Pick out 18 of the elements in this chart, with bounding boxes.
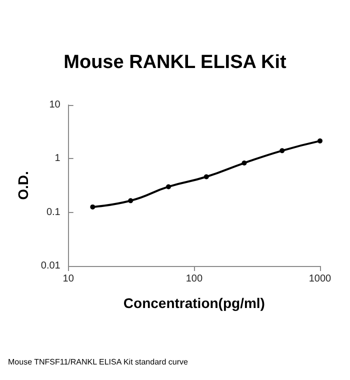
- chart-title: Mouse RANKL ELISA Kit: [64, 52, 288, 73]
- y-tick-label: 0.01: [40, 260, 61, 272]
- y-tick-label: 10: [49, 100, 61, 110]
- point: [242, 160, 247, 166]
- point: [90, 204, 96, 210]
- y-tick-label: 1: [54, 153, 61, 164]
- x-tick-label: 100: [186, 274, 203, 284]
- point: [166, 184, 171, 190]
- text: Mouse TNFSF11/RANKL ELISA Kit standard curve: [8, 358, 188, 366]
- x-axis-title: Concentration(pg/ml): [123, 295, 265, 311]
- y-tick-label: 0.1: [46, 206, 61, 218]
- point: [128, 198, 134, 204]
- y-axis-title: O.D.: [15, 171, 31, 200]
- point: [318, 138, 322, 144]
- point: [204, 174, 209, 180]
- x-tick-label: 1000: [308, 274, 332, 284]
- point: [280, 148, 285, 154]
- x-tick-label: 10: [62, 274, 74, 284]
